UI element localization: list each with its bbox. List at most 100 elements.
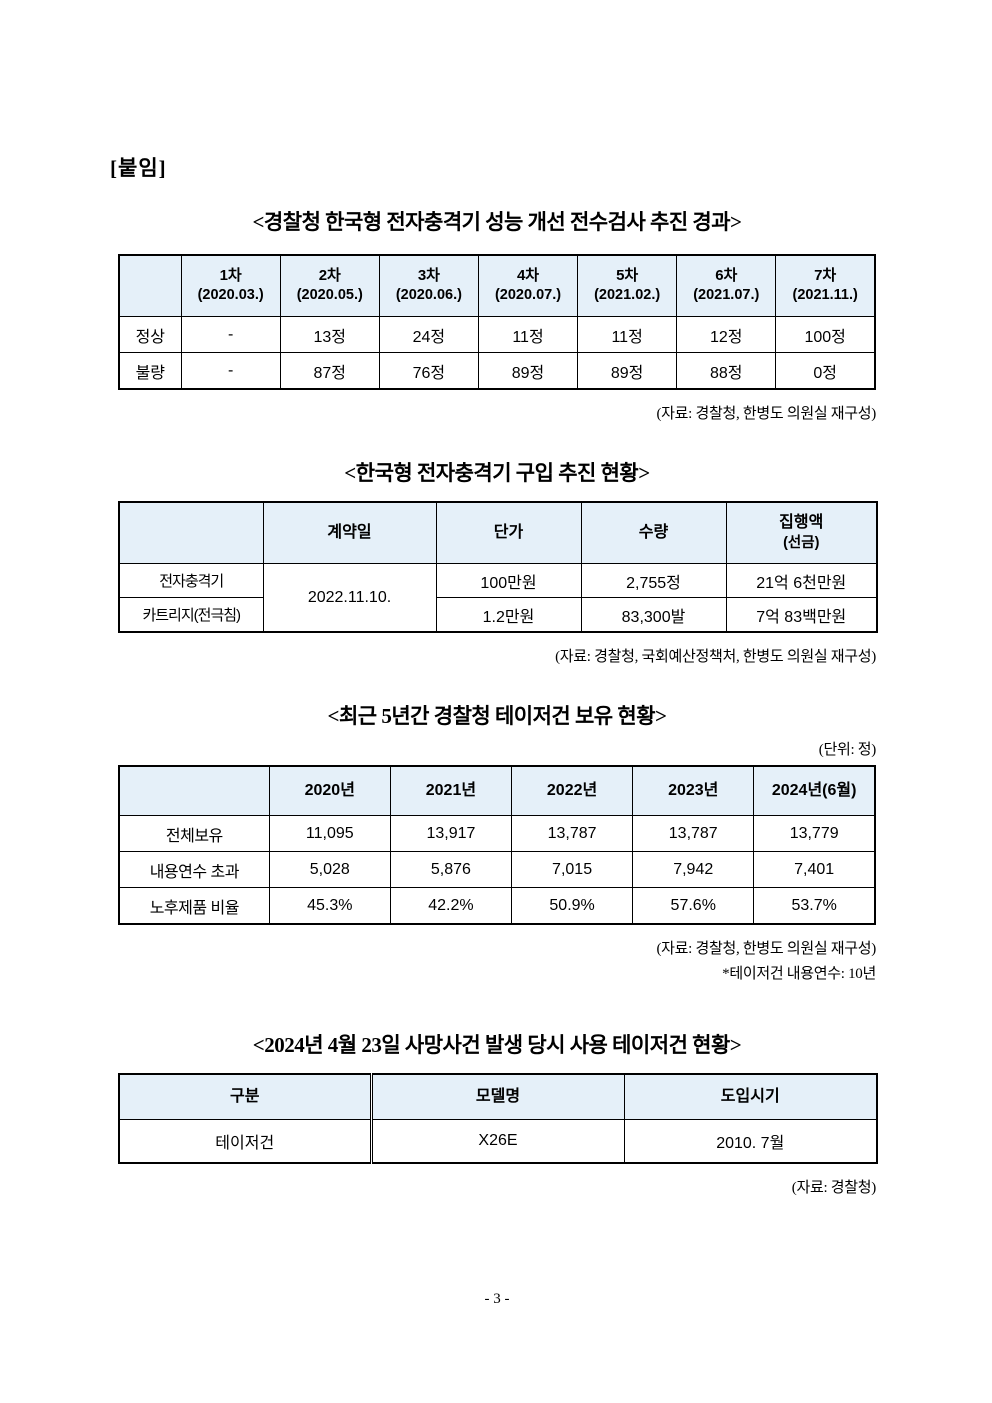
table-row-normal: 정상 - 13정 24정 11정 11정 12정 100정 bbox=[118, 316, 876, 353]
column-header-year: 2022년 bbox=[510, 765, 634, 816]
table-cell: 13,787 bbox=[632, 815, 755, 852]
column-header: 7차 (2021.11.) bbox=[775, 254, 876, 317]
inspection-header-row: 1차 (2020.03.) 2차 (2020.05.) 3차 (2020.06.) 4… bbox=[118, 254, 876, 317]
row-label: 전체보유 bbox=[118, 815, 270, 852]
header-text: 수량 bbox=[638, 524, 669, 542]
table-cell: 12정 bbox=[676, 316, 777, 353]
table-cell: 0정 bbox=[775, 352, 876, 390]
table-cell: 88정 bbox=[676, 352, 777, 390]
holdings-header-row: 2020년 2021년 2022년 2023년 2024년(6월) bbox=[118, 765, 876, 816]
header-date: (2020.05.) bbox=[296, 287, 363, 304]
row-label: 노후제품 비율 bbox=[118, 887, 270, 925]
row-label: 내용연수 초과 bbox=[118, 851, 270, 888]
header-date: (2021.02.) bbox=[594, 287, 661, 304]
column-header-year: 2020년 bbox=[268, 765, 391, 816]
source-note: (자료: 경찰청, 한병도 의원실 재구성) bbox=[656, 941, 876, 957]
column-header: 5차 (2021.02.) bbox=[577, 254, 678, 317]
table-cell: 13정 bbox=[279, 316, 380, 353]
table-row-total-holdings: 전체보유 11,095 13,917 13,787 13,787 13,779 bbox=[118, 815, 876, 852]
unit-note: (단위: 정) bbox=[818, 742, 877, 758]
row-label: 전자충격기 bbox=[118, 563, 264, 598]
table-cell: 5,028 bbox=[268, 851, 391, 888]
table-cell: 83,300발 bbox=[580, 597, 727, 633]
table-cell: 21억 6천만원 bbox=[725, 563, 878, 598]
column-header: 6차 (2021.07.) bbox=[676, 254, 777, 317]
incident-table: 구분 모델명 도입시기 테이저건 X26E 2010. 7월 bbox=[118, 1073, 878, 1164]
table-row-exceeded-lifespan: 내용연수 초과 5,028 5,876 7,015 7,942 7,401 bbox=[118, 851, 876, 888]
header-date: (2020.03.) bbox=[197, 287, 264, 304]
table-row-stun-gun: 전자충격기 2022.11.10. 100만원 2,755정 21억 6천만원 bbox=[118, 563, 878, 633]
column-header-category: 구분 bbox=[118, 1073, 372, 1120]
table-cell: 100정 bbox=[775, 316, 876, 353]
table-cell: 11정 bbox=[477, 316, 579, 353]
corner-cell bbox=[118, 765, 270, 816]
header-round: 1차 bbox=[219, 267, 242, 285]
table-cell: 53.7% bbox=[753, 887, 876, 925]
contract-date-cell: 2022.11.10. bbox=[262, 563, 437, 633]
inspection-table: 1차 (2020.03.) 2차 (2020.05.) 3차 (2020.06.) 4… bbox=[118, 254, 876, 390]
header-round: 2차 bbox=[318, 267, 341, 285]
lifespan-footnote: *테이저건 내용연수: 10년 bbox=[722, 966, 876, 982]
table-cell: 7,015 bbox=[510, 851, 634, 888]
table-row-taser-gun: 테이저건 X26E 2010. 7월 bbox=[118, 1119, 878, 1164]
model-cell: X26E bbox=[369, 1119, 625, 1164]
purchase-table-title: <한국형 전자충격기 구입 추진 현황> bbox=[344, 461, 650, 485]
table-cell: 50.9% bbox=[510, 887, 634, 925]
column-header-amount: 집행액 (선금) bbox=[725, 501, 878, 564]
table-cell: 2,755정 bbox=[580, 563, 727, 598]
table-cell: 100만원 bbox=[435, 563, 582, 598]
incident-header-row: 구분 모델명 도입시기 bbox=[118, 1073, 878, 1120]
column-header: 3차 (2020.06.) bbox=[378, 254, 479, 317]
table-cell: 89정 bbox=[577, 352, 678, 390]
intro-date-cell: 2010. 7월 bbox=[623, 1119, 878, 1164]
header-text: 단가 bbox=[493, 524, 524, 542]
table-cell: - bbox=[180, 352, 281, 390]
column-header-contract-date: 계약일 bbox=[262, 501, 437, 564]
header-text: 계약일 bbox=[327, 524, 372, 542]
header-date: (2020.06.) bbox=[395, 287, 462, 304]
inspection-table-title: <경찰청 한국형 전자충격기 성능 개선 전수검사 추진 경과> bbox=[252, 210, 742, 234]
column-header: 4차 (2020.07.) bbox=[477, 254, 579, 317]
corner-cell bbox=[118, 501, 264, 564]
table-cell: 45.3% bbox=[268, 887, 391, 925]
table-cell: 42.2% bbox=[389, 887, 513, 925]
header-date: (2021.07.) bbox=[693, 287, 760, 304]
incident-table-title: <2024년 4월 23일 사망사건 발생 당시 사용 테이저건 현황> bbox=[252, 1033, 742, 1057]
header-text: 집행액 bbox=[779, 514, 824, 532]
source-note: (자료: 경찰청, 국회예산정책처, 한병도 의원실 재구성) bbox=[555, 649, 876, 665]
table-cell: 11정 bbox=[577, 316, 678, 353]
header-round: 6차 bbox=[715, 267, 738, 285]
purchase-header-row: 계약일 단가 수량 집행액 (선금) bbox=[118, 501, 878, 564]
header-date: (2021.11.) bbox=[792, 287, 858, 304]
column-header: 2차 (2020.05.) bbox=[279, 254, 380, 317]
header-round: 4차 bbox=[516, 267, 540, 285]
column-header-quantity: 수량 bbox=[580, 501, 727, 564]
category-cell: 테이저건 bbox=[118, 1119, 372, 1164]
column-header-year: 2024년(6월) bbox=[753, 765, 876, 816]
attachment-label: [붙임] bbox=[110, 156, 167, 180]
table-row-cartridge: 카트리지(전극침) 1.2만원 83,300발 7억 83백만원 bbox=[118, 597, 878, 633]
table-cell: 1.2만원 bbox=[435, 597, 582, 633]
column-header-model: 모델명 bbox=[369, 1073, 625, 1120]
table-cell: 11,095 bbox=[268, 815, 391, 852]
row-label: 불량 bbox=[118, 352, 182, 390]
table-cell: 13,787 bbox=[510, 815, 634, 852]
holdings-table-title: <최근 5년간 경찰청 테이저건 보유 현황> bbox=[327, 704, 667, 728]
source-note: (자료: 경찰청, 한병도 의원실 재구성) bbox=[656, 406, 876, 422]
holdings-table: 2020년 2021년 2022년 2023년 2024년(6월) 전체보유 1… bbox=[118, 765, 876, 925]
table-cell: 24정 bbox=[378, 316, 479, 353]
header-round: 7차 bbox=[814, 267, 837, 285]
column-header: 1차 (2020.03.) bbox=[180, 254, 281, 317]
purchase-table: 계약일 단가 수량 집행액 (선금) 전자충격기 2022.11.10. 100만… bbox=[118, 501, 878, 633]
table-row-aged-ratio: 노후제품 비율 45.3% 42.2% 50.9% 57.6% 53.7% bbox=[118, 887, 876, 925]
table-cell: 7,942 bbox=[632, 851, 755, 888]
row-label: 카트리지(전극침) bbox=[118, 597, 264, 633]
header-round: 3차 bbox=[417, 267, 440, 285]
header-date: (2020.07.) bbox=[494, 287, 562, 304]
table-cell: 7,401 bbox=[753, 851, 876, 888]
column-header-intro-date: 도입시기 bbox=[623, 1073, 878, 1120]
table-cell: 87정 bbox=[279, 352, 380, 390]
table-cell: 89정 bbox=[477, 352, 579, 390]
source-note: (자료: 경찰청) bbox=[791, 1180, 877, 1196]
table-cell: 13,779 bbox=[753, 815, 876, 852]
